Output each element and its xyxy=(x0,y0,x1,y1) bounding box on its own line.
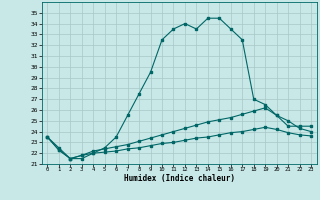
X-axis label: Humidex (Indice chaleur): Humidex (Indice chaleur) xyxy=(124,174,235,183)
